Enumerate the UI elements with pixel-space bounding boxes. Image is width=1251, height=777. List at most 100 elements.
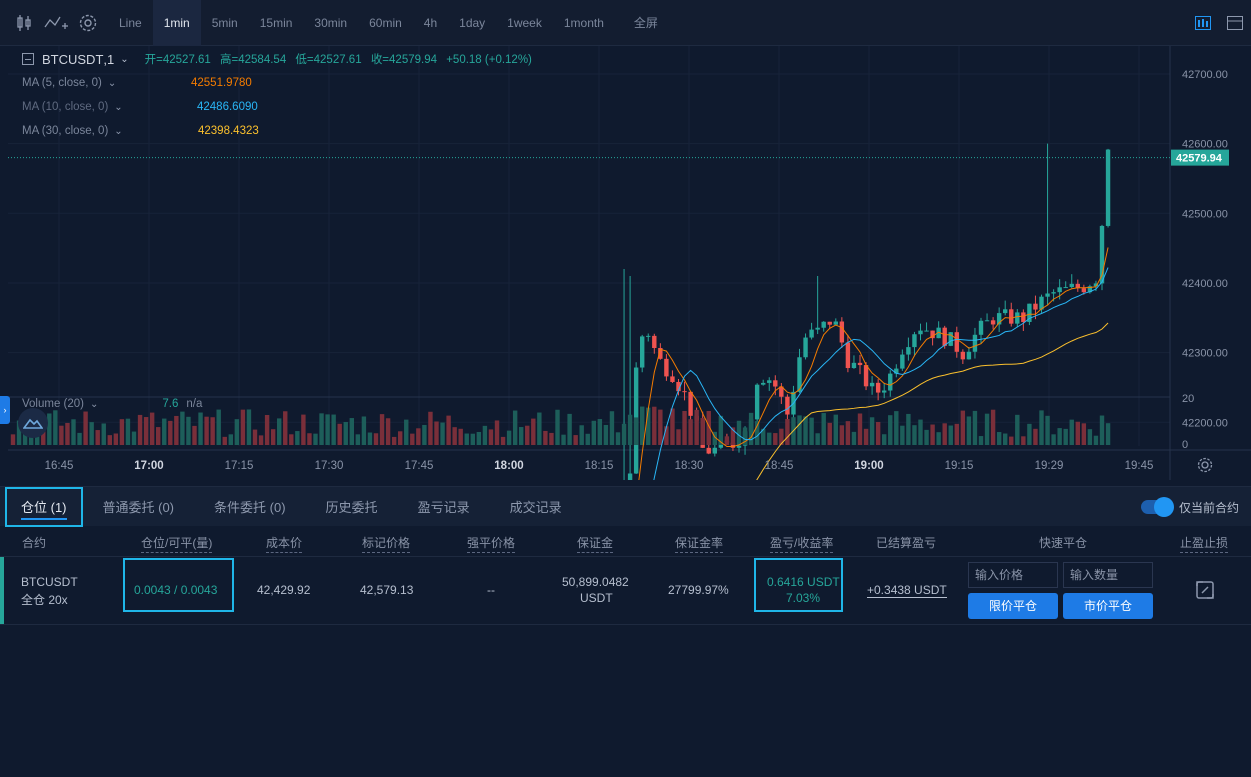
close-qty-input[interactable]: 输入数量 <box>1063 562 1153 588</box>
tf-15min[interactable]: 15min <box>259 15 293 30</box>
candle-body <box>1015 312 1020 324</box>
current-contract-toggle[interactable]: 仅当前合约 <box>1140 487 1239 527</box>
volume-bar <box>416 428 421 445</box>
volume-bar <box>71 419 76 445</box>
volume-bar <box>984 413 990 445</box>
volume-bar <box>561 434 566 445</box>
limit-close-button[interactable]: 限价平仓 <box>968 593 1058 619</box>
volume-bar <box>428 411 433 445</box>
volume-bar <box>936 432 941 445</box>
tf-line[interactable]: Line <box>119 15 142 30</box>
volume-bar <box>875 421 881 445</box>
volume-bar <box>10 434 16 445</box>
candle-body <box>773 380 778 387</box>
volume-bar <box>277 418 282 445</box>
tab-positions[interactable]: 仓位 (1) <box>5 486 83 527</box>
volume-bar <box>1045 415 1050 445</box>
legend-ma10[interactable]: MA (10, close, 0) ⌄ 42486.6090 <box>22 101 258 113</box>
chevron-down-icon[interactable]: ⌄ <box>120 53 129 65</box>
legend-volume[interactable]: Volume (20) ⌄ 7.6 n/a <box>22 398 202 410</box>
candle-body <box>1105 149 1111 226</box>
legend-interval[interactable]: 1 <box>107 51 115 67</box>
volume-bar <box>742 427 748 445</box>
volume-bar <box>228 434 233 445</box>
kline-chart[interactable]: 42579.94 42700.00 42600.00 42500.00 42400.00… <box>0 46 1251 480</box>
close-price-input[interactable]: 输入价格 <box>968 562 1058 588</box>
tf-30min[interactable]: 30min <box>314 15 348 30</box>
volume-bar <box>882 434 887 445</box>
toggle-switch[interactable] <box>1140 497 1174 517</box>
candlestick-icon[interactable] <box>8 0 40 46</box>
price-tick-label: 42600.00 <box>1182 139 1228 151</box>
candle-body <box>785 396 790 415</box>
volume-bar <box>16 420 22 445</box>
kline-canvas[interactable]: 42579.94 42700.00 42600.00 42500.00 42400.00… <box>0 46 1251 480</box>
position-symbol: BTCUSDT <box>21 575 78 589</box>
tab-trade-records[interactable]: 成交记录 <box>509 500 562 515</box>
tab-order-history[interactable]: 历史委托 <box>325 500 378 515</box>
volume-bar <box>821 413 826 445</box>
tf-60min[interactable]: 60min <box>369 15 402 30</box>
ma5-line <box>638 247 1109 480</box>
chevron-down-icon[interactable]: ⌄ <box>90 398 99 410</box>
volume-bar <box>434 421 439 445</box>
volume-bar <box>391 436 397 445</box>
collapse-icon[interactable] <box>22 53 34 65</box>
volume-bar <box>307 433 312 445</box>
tf-1week[interactable]: 1week <box>507 15 542 30</box>
chevron-down-icon[interactable]: ⌄ <box>114 101 123 113</box>
ma10-label: MA (10, close, 0) <box>22 101 109 113</box>
col-pnl: 盈亏/收益率 <box>770 534 834 553</box>
col-tp-sl: 止盈止损 <box>1180 534 1229 553</box>
legend-ma30[interactable]: MA (30, close, 0) ⌄ 42398.4323 <box>22 125 259 137</box>
col-margin-ratio: 保证金率 <box>675 534 724 553</box>
volume-bar <box>767 432 772 445</box>
candle-body <box>845 342 851 369</box>
candle-body <box>924 330 929 332</box>
layout-icon[interactable] <box>1219 0 1251 46</box>
legend-ma5[interactable]: MA (5, close, 0) ⌄ 42551.9780 <box>22 77 252 89</box>
candle-body <box>1081 288 1087 293</box>
chevron-down-icon[interactable]: ⌄ <box>107 77 117 89</box>
volume-bar <box>422 424 427 445</box>
time-tick-label: 17:00 <box>134 460 163 472</box>
time-axis-settings-icon[interactable] <box>1196 456 1214 477</box>
tf-1month[interactable]: 1month <box>563 15 604 30</box>
side-panel-handle[interactable]: › <box>0 396 10 424</box>
chevron-down-icon[interactable]: ⌄ <box>114 125 123 137</box>
depth-chart-icon[interactable] <box>1187 0 1219 46</box>
tab-pnl-records[interactable]: 盈亏记录 <box>417 500 470 515</box>
ma30-label: MA (30, close, 0) <box>22 125 109 137</box>
tab-conditional-orders[interactable]: 条件委托 (0) <box>214 500 286 515</box>
indicator-icon[interactable] <box>40 0 72 46</box>
candle-body <box>767 380 772 383</box>
legend-symbol[interactable]: BTCUSDT <box>42 51 104 67</box>
volume-bar <box>264 414 270 445</box>
candle-body <box>664 358 669 377</box>
volume-bar <box>1069 419 1074 445</box>
tf-4h[interactable]: 4h <box>423 15 438 30</box>
volume-bar <box>234 419 240 445</box>
time-tick-label: 17:45 <box>405 460 434 472</box>
tf-1min[interactable]: 1min <box>152 0 201 46</box>
position-margin-value: 50,899.0482 <box>562 575 629 589</box>
tf-5min[interactable]: 5min <box>211 15 238 30</box>
current-price-label: 42579.94 <box>1176 153 1223 165</box>
tab-positions-label: 仓位 (1) <box>21 500 67 515</box>
volume-bar <box>1093 435 1099 445</box>
fullscreen-button[interactable]: 全屏 <box>633 16 658 30</box>
market-close-button[interactable]: 市价平仓 <box>1063 593 1153 619</box>
volume-bar <box>162 418 167 445</box>
tf-1day[interactable]: 1day <box>459 15 486 30</box>
volume-bar <box>591 420 596 445</box>
volume-bar <box>597 419 603 445</box>
volume-bar <box>1057 428 1062 445</box>
time-tick-label: 19:45 <box>1125 460 1154 472</box>
tp-sl-edit-icon[interactable] <box>1193 578 1217 605</box>
position-settled-pnl[interactable]: +0.3438 USDT <box>867 583 947 598</box>
gear-icon[interactable] <box>72 0 104 46</box>
volume-bar <box>482 425 488 445</box>
volume-bar <box>809 417 814 445</box>
tab-open-orders[interactable]: 普通委托 (0) <box>102 500 175 515</box>
time-tick-label: 19:15 <box>945 460 974 472</box>
